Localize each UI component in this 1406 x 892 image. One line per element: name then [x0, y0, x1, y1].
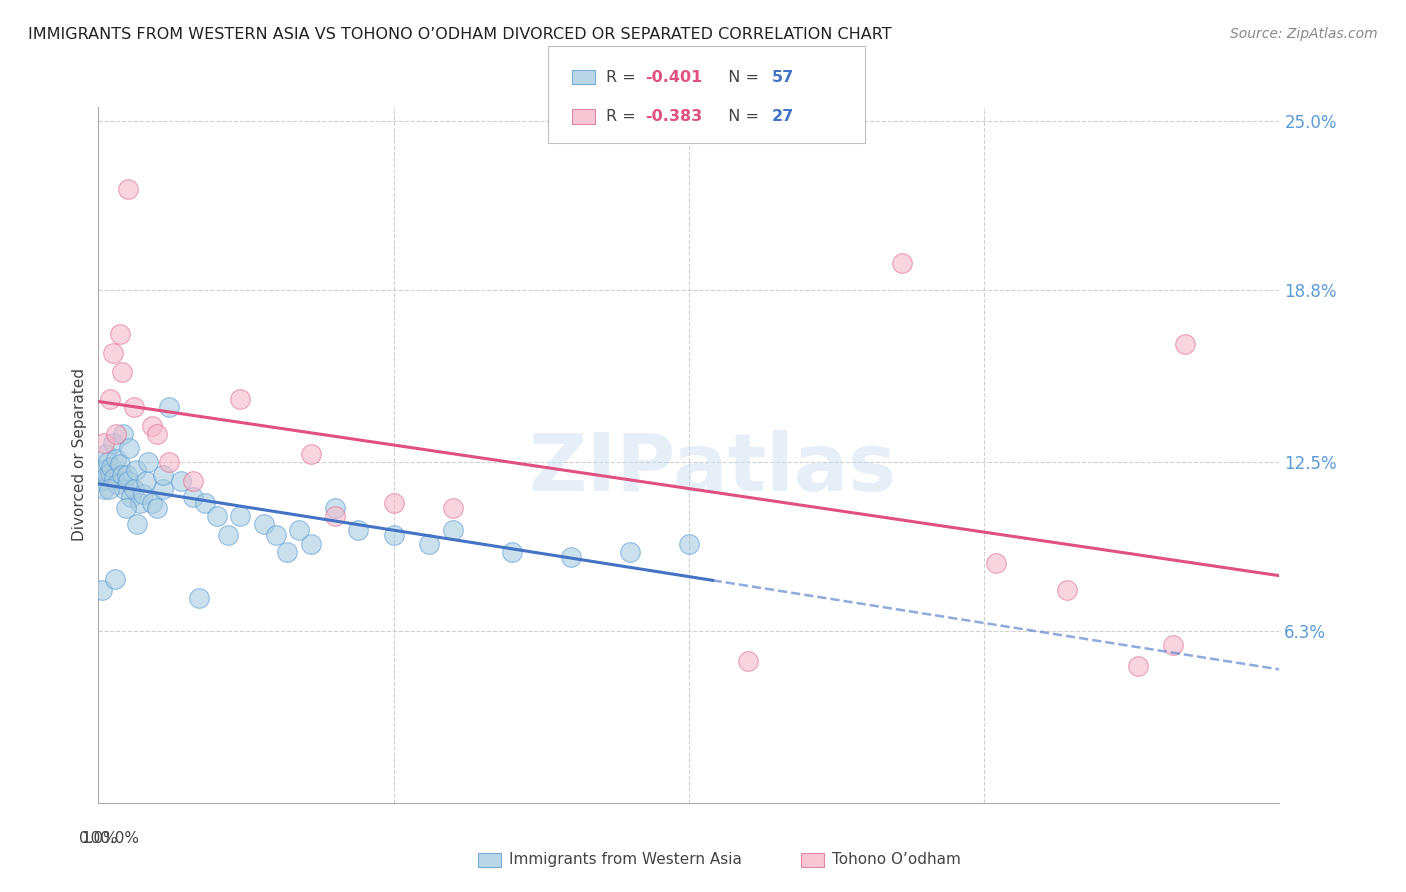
Text: Tohono O’odham: Tohono O’odham [832, 853, 962, 867]
Text: Source: ZipAtlas.com: Source: ZipAtlas.com [1230, 27, 1378, 41]
Point [347, 523, 370, 537]
Point [229, 509, 252, 524]
Point [104, 572, 127, 586]
Point [323, 509, 346, 524]
Point [157, 400, 180, 414]
Point [619, 545, 641, 559]
Point [382, 496, 405, 510]
Point [146, 501, 169, 516]
Point [101, 435, 124, 450]
Point [108, 326, 131, 341]
Text: -0.383: -0.383 [645, 109, 703, 124]
Point [90, 474, 112, 488]
Point [122, 482, 145, 496]
Point [98, 482, 121, 496]
Point [105, 452, 128, 467]
Point [141, 496, 163, 510]
Point [152, 482, 174, 496]
Point [91, 582, 114, 597]
Point [105, 476, 128, 491]
Point [122, 400, 145, 414]
Point [135, 474, 157, 488]
Point [93, 435, 115, 450]
Point [105, 427, 128, 442]
Point [103, 471, 125, 485]
Point [187, 591, 209, 606]
Point [125, 463, 148, 477]
Point [111, 365, 134, 379]
Text: -0.401: -0.401 [645, 70, 703, 85]
Point [136, 455, 159, 469]
Point [217, 528, 239, 542]
Point [115, 468, 138, 483]
Text: R =: R = [606, 70, 641, 85]
Point [101, 345, 124, 359]
Text: Immigrants from Western Asia: Immigrants from Western Asia [509, 853, 742, 867]
Point [299, 446, 322, 460]
Point [560, 550, 582, 565]
Point [114, 501, 136, 516]
Text: N =: N = [718, 109, 765, 124]
Point [96, 468, 118, 483]
Point [100, 460, 122, 475]
Point [127, 517, 149, 532]
Point [157, 455, 180, 469]
Point [112, 482, 135, 496]
Point [288, 523, 311, 537]
Point [181, 474, 204, 488]
Point [128, 496, 150, 510]
Point [253, 517, 276, 532]
Point [117, 182, 139, 196]
Text: ZIPatlas: ZIPatlas [529, 430, 897, 508]
Text: 0.0%: 0.0% [79, 830, 118, 846]
Point [264, 528, 287, 542]
Point [108, 458, 131, 472]
Point [170, 474, 193, 488]
Point [382, 528, 405, 542]
Point [501, 545, 523, 559]
Point [1056, 582, 1078, 597]
Point [194, 496, 217, 510]
Point [276, 545, 298, 559]
Point [441, 501, 464, 516]
Point [146, 427, 169, 442]
Point [984, 556, 1007, 570]
Text: 27: 27 [772, 109, 794, 124]
Point [112, 427, 135, 442]
Text: 100.0%: 100.0% [82, 830, 139, 846]
Point [1174, 337, 1197, 351]
Point [152, 468, 174, 483]
Point [418, 536, 440, 550]
Point [117, 474, 139, 488]
Point [111, 468, 134, 483]
Text: N =: N = [718, 70, 765, 85]
Point [118, 441, 141, 455]
Text: IMMIGRANTS FROM WESTERN ASIA VS TOHONO O’ODHAM DIVORCED OR SEPARATED CORRELATION: IMMIGRANTS FROM WESTERN ASIA VS TOHONO O… [28, 27, 891, 42]
Point [1161, 638, 1184, 652]
Point [97, 455, 120, 469]
Text: 57: 57 [772, 70, 794, 85]
Point [737, 654, 759, 668]
Point [1126, 659, 1149, 673]
Point [98, 466, 121, 480]
Point [441, 523, 464, 537]
Point [229, 392, 252, 406]
Point [98, 392, 121, 406]
Y-axis label: Divorced or Separated: Divorced or Separated [72, 368, 87, 541]
Point [205, 509, 228, 524]
Point [94, 446, 117, 460]
Text: R =: R = [606, 109, 641, 124]
Point [93, 482, 115, 496]
Point [678, 536, 700, 550]
Point [323, 501, 346, 516]
Point [299, 536, 322, 550]
Point [132, 487, 155, 501]
Point [181, 490, 204, 504]
Point [890, 255, 912, 269]
Point [141, 419, 163, 434]
Point [121, 490, 143, 504]
Point [91, 463, 114, 477]
